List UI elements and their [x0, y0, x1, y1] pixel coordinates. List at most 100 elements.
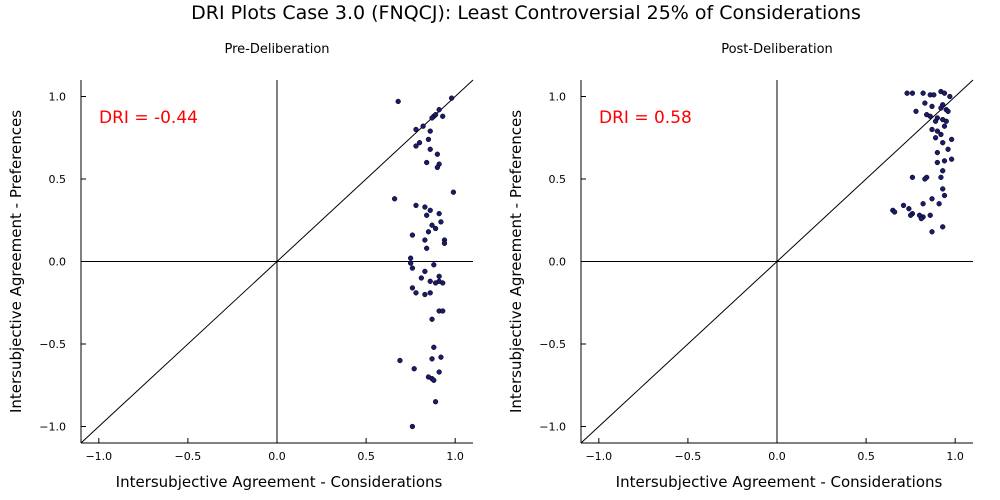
pre-data-point	[432, 225, 439, 232]
pre-data-point	[413, 202, 419, 209]
pre-data-point	[422, 204, 428, 210]
pre-data-point	[438, 219, 444, 225]
pre-data-point	[432, 399, 439, 405]
post-x-tick-label: 1.0	[946, 450, 964, 463]
post-y-tick-label: −0.5	[539, 338, 566, 351]
pre-data-point	[431, 262, 437, 268]
pre-deliberation-panel: Pre-Deliberation −1.0 −0.5 0.0 0.5 1.0 −1.0 −0.…	[7, 42, 474, 491]
post-data-point	[907, 212, 914, 218]
pre-data-point	[436, 273, 442, 280]
post-y-tick-label: −1.0	[539, 421, 566, 434]
pre-x-tick-label: 1.0	[446, 450, 464, 463]
post-data-point	[941, 192, 948, 199]
pre-data-point	[429, 316, 435, 322]
pre-data-point	[438, 354, 444, 360]
post-data-point	[945, 108, 951, 114]
pre-y-tick-label: 0.5	[49, 173, 67, 186]
pre-identity-line	[80, 79, 474, 444]
post-x-tick-label: −0.5	[675, 450, 702, 463]
post-data-point	[941, 123, 948, 129]
post-data-point	[929, 196, 935, 202]
post-y-tick-label: 0.0	[549, 256, 567, 269]
post-x-tick-label: −1.0	[585, 450, 612, 463]
pre-data-point	[432, 280, 439, 286]
post-data-point	[934, 149, 941, 156]
post-data-point	[945, 146, 951, 152]
pre-subplot-title: Pre-Deliberation	[224, 42, 329, 57]
post-y-tick-label: 0.5	[549, 173, 567, 186]
post-data-point	[929, 229, 935, 235]
post-data-point	[922, 176, 928, 182]
post-x-axis-label: Intersubjective Agreement - Consideratio…	[616, 473, 943, 491]
pre-data-point	[409, 423, 416, 430]
post-data-point	[932, 135, 939, 141]
pre-data-point	[427, 290, 433, 296]
pre-y-axis-label: Intersubjective Agreement - Preferences	[7, 110, 25, 413]
post-data-point	[909, 90, 916, 96]
post-data-point	[906, 206, 912, 212]
post-data-point	[927, 113, 933, 119]
pre-data-point	[427, 207, 433, 214]
post-data-point	[909, 174, 916, 181]
post-data-point	[927, 212, 933, 218]
pre-data-point	[395, 98, 401, 105]
pre-y-tick-label: −0.5	[39, 338, 66, 351]
post-data-point	[929, 103, 935, 110]
pre-data-point	[422, 237, 428, 243]
pre-data-point	[420, 123, 426, 129]
post-data-point	[940, 186, 946, 192]
pre-data-point	[450, 189, 457, 195]
post-data-point	[932, 118, 939, 124]
pre-data-point	[431, 344, 437, 350]
pre-data-point	[413, 143, 419, 149]
pre-data-point	[432, 112, 439, 118]
post-data-point	[947, 93, 953, 100]
pre-data-point	[427, 278, 433, 284]
post-y-tick-label: 1.0	[549, 91, 567, 104]
post-data-point	[918, 215, 924, 222]
pre-data-point	[429, 115, 435, 121]
pre-data-point	[440, 280, 446, 286]
pre-data-point	[422, 268, 428, 275]
pre-data-point	[440, 308, 446, 314]
post-data-point	[938, 131, 944, 138]
pre-data-point	[434, 164, 441, 171]
pre-data-point	[431, 377, 437, 383]
pre-dri-annotation: DRI = -0.44	[99, 108, 198, 128]
pre-data-point	[409, 232, 416, 238]
post-data-point	[913, 108, 919, 114]
post-data-point	[943, 118, 949, 124]
pre-x-tick-label: 0.5	[357, 450, 375, 463]
post-data-point	[941, 158, 948, 164]
post-data-point	[900, 202, 907, 209]
pre-x-tick-label: −0.5	[175, 450, 202, 463]
pre-data-point	[448, 95, 455, 101]
pre-data-point	[416, 140, 423, 146]
pre-data-point	[418, 275, 424, 281]
post-data-point	[948, 156, 955, 162]
post-x-tick-label: 0.0	[768, 450, 786, 463]
pre-data-point	[425, 229, 432, 235]
post-data-point	[891, 209, 898, 215]
pre-y-tick-label: −1.0	[39, 421, 66, 434]
pre-y-tick-label: 0.0	[49, 256, 67, 269]
pre-data-point	[413, 290, 419, 296]
pre-data-point	[409, 285, 416, 291]
figure-title: DRI Plots Case 3.0 (FNQCJ): Least Contro…	[191, 2, 861, 24]
post-data-point	[931, 92, 937, 98]
pre-data-point	[391, 196, 398, 202]
pre-data-point	[409, 265, 416, 271]
pre-data-point	[424, 159, 430, 166]
pre-data-point	[424, 212, 430, 218]
post-dri-annotation: DRI = 0.58	[599, 108, 692, 128]
post-deliberation-panel: Post-Deliberation −1.0 −0.5 0.0 0.5 1.0 −1.0 −0…	[507, 42, 974, 491]
pre-x-tick-label: −1.0	[85, 450, 112, 463]
pre-data-point	[436, 107, 442, 113]
post-data-point	[941, 90, 948, 96]
pre-data-point	[429, 356, 435, 362]
post-data-point	[920, 201, 926, 207]
pre-y-tick-label: 1.0	[49, 91, 67, 104]
post-data-point	[904, 90, 910, 96]
pre-data-point	[424, 245, 430, 251]
pre-data-point	[440, 113, 446, 119]
